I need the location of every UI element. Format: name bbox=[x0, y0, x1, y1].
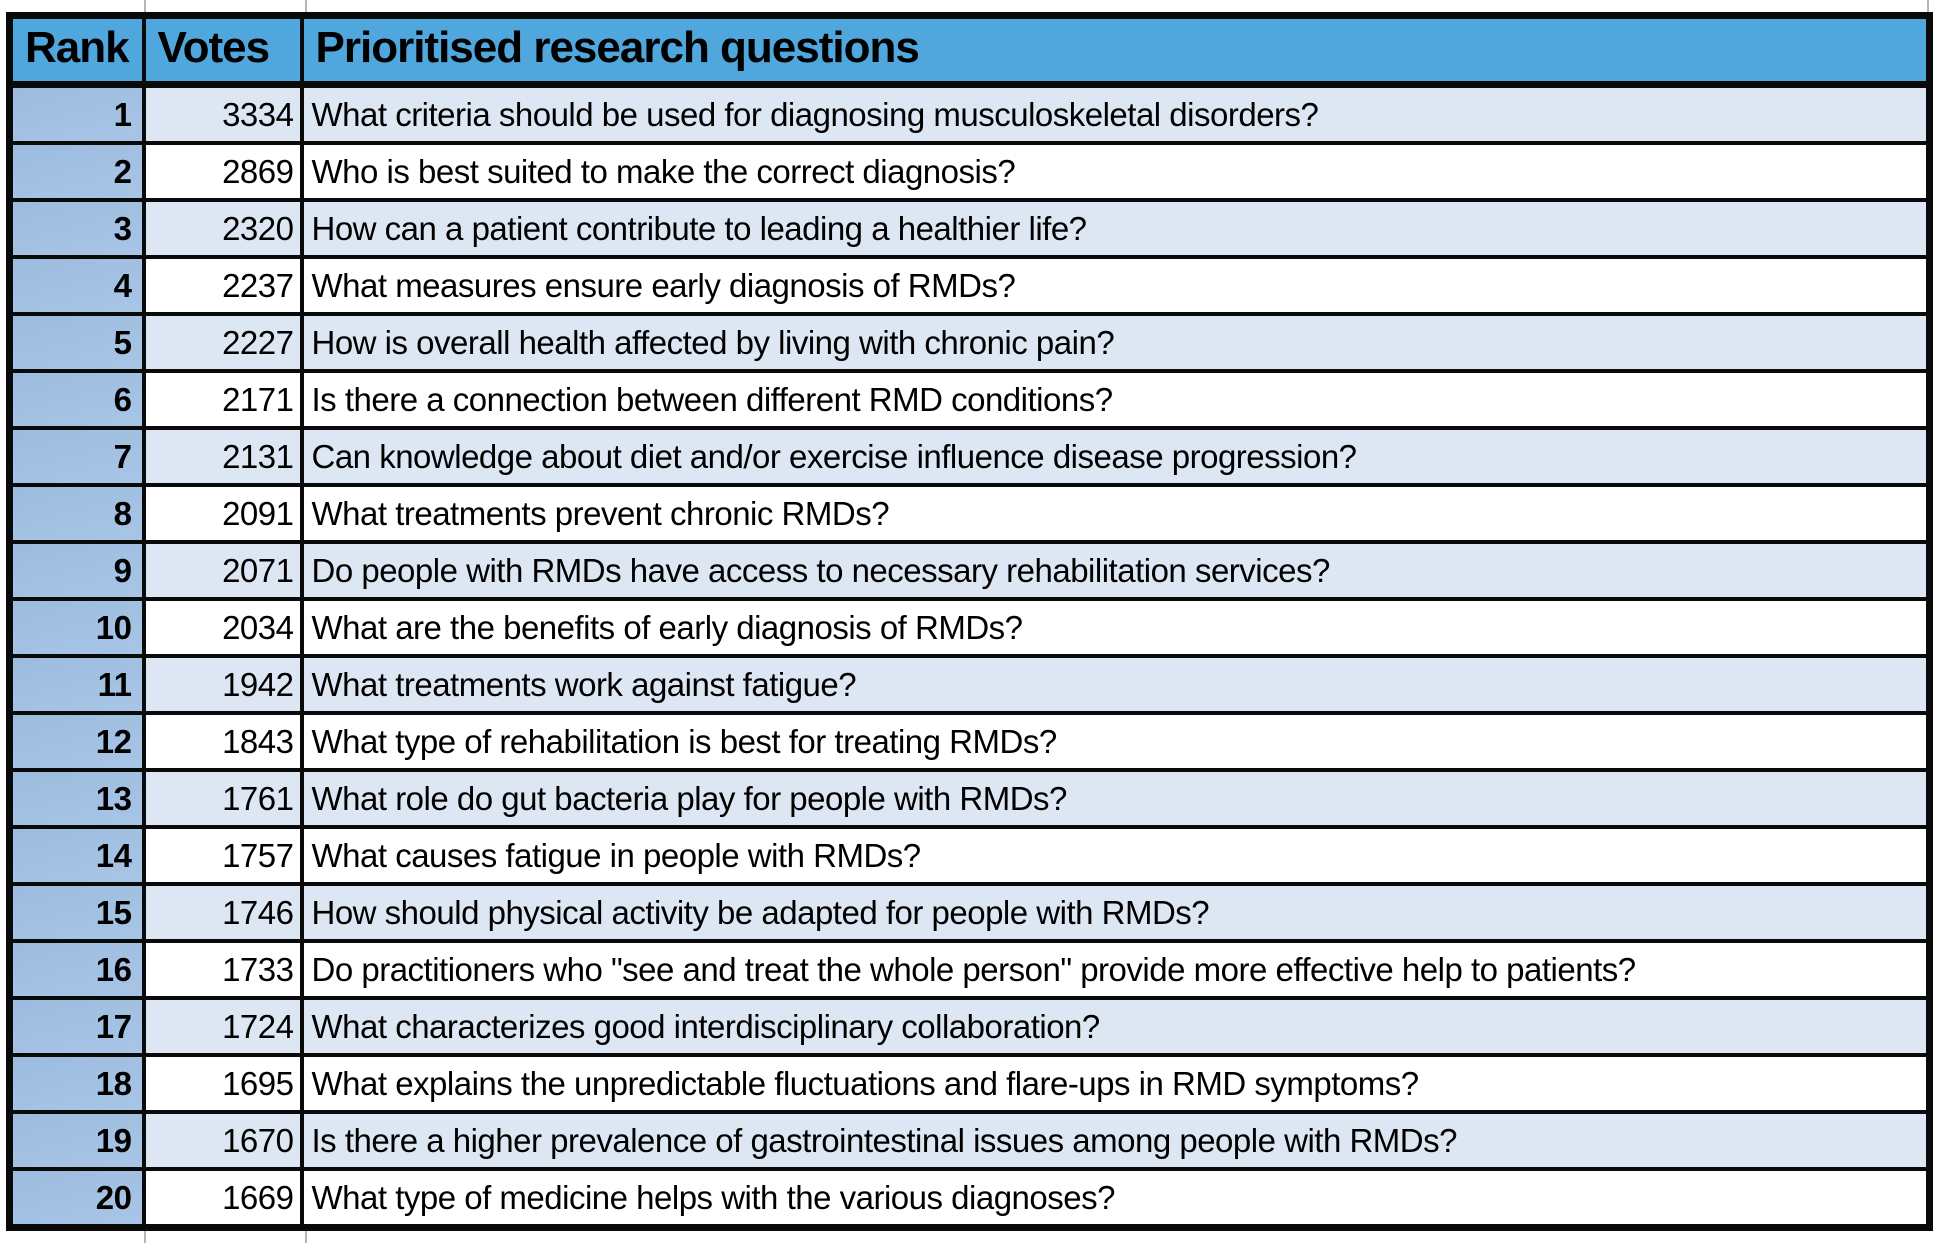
column-header-questions: Prioritised research questions bbox=[299, 13, 1932, 88]
votes-cell: 1757 bbox=[141, 825, 304, 886]
table-row: 15 1746 How should physical activity be ad… bbox=[7, 882, 1932, 943]
table-body: 1 3334 What criteria should be used for di… bbox=[7, 82, 1932, 1230]
rank-cell: 19 bbox=[7, 1110, 146, 1171]
rank-cell: 14 bbox=[7, 825, 146, 886]
table-row: 14 1757 What causes fatigue in people with… bbox=[7, 825, 1932, 886]
votes-cell: 2034 bbox=[141, 597, 304, 658]
rank-cell: 3 bbox=[7, 198, 146, 259]
table-row: 7 2131 Can knowledge about diet and/or exe… bbox=[7, 426, 1932, 487]
question-cell: What measures ensure early diagnosis of … bbox=[299, 255, 1932, 316]
table-row: 20 1669 What type of medicine helps with t… bbox=[7, 1167, 1932, 1230]
question-cell: What are the benefits of early diagnosis… bbox=[299, 597, 1932, 658]
table-row: 19 1670 Is there a higher prevalence of ga… bbox=[7, 1110, 1932, 1171]
rank-cell: 8 bbox=[7, 483, 146, 544]
rank-cell: 9 bbox=[7, 540, 146, 601]
votes-cell: 2320 bbox=[141, 198, 304, 259]
question-cell: What criteria should be used for diagnos… bbox=[299, 82, 1932, 145]
sheet-bottom-margin bbox=[0, 1231, 1935, 1243]
question-cell: What characterizes good interdisciplinar… bbox=[299, 996, 1932, 1057]
header-row: Rank Votes Prioritised research question… bbox=[7, 13, 1932, 88]
gridline-tick bbox=[305, 0, 307, 12]
gridline-tick bbox=[1927, 0, 1929, 12]
rank-cell: 13 bbox=[7, 768, 146, 829]
votes-cell: 1843 bbox=[141, 711, 304, 772]
question-cell: Can knowledge about diet and/or exercise… bbox=[299, 426, 1932, 487]
question-cell: What causes fatigue in people with RMDs? bbox=[299, 825, 1932, 886]
rank-cell: 15 bbox=[7, 882, 146, 943]
rank-cell: 2 bbox=[7, 141, 146, 202]
votes-cell: 1670 bbox=[141, 1110, 304, 1171]
question-cell: Is there a higher prevalence of gastroin… bbox=[299, 1110, 1932, 1171]
votes-cell: 2237 bbox=[141, 255, 304, 316]
votes-cell: 1669 bbox=[141, 1167, 304, 1230]
votes-cell: 2227 bbox=[141, 312, 304, 373]
table-row: 8 2091 What treatments prevent chronic RMD… bbox=[7, 483, 1932, 544]
question-cell: How is overall health affected by living… bbox=[299, 312, 1932, 373]
question-cell: Do practitioners who "see and treat the … bbox=[299, 939, 1932, 1000]
votes-cell: 3334 bbox=[141, 82, 304, 145]
rank-cell: 18 bbox=[7, 1053, 146, 1114]
votes-cell: 1695 bbox=[141, 1053, 304, 1114]
column-header-votes: Votes bbox=[141, 13, 304, 88]
votes-cell: 2869 bbox=[141, 141, 304, 202]
table-row: 16 1733 Do practitioners who "see and trea… bbox=[7, 939, 1932, 1000]
rank-cell: 1 bbox=[7, 82, 146, 145]
rank-cell: 20 bbox=[7, 1167, 146, 1230]
question-cell: What type of rehabilitation is best for … bbox=[299, 711, 1932, 772]
question-cell: How should physical activity be adapted … bbox=[299, 882, 1932, 943]
table-row: 4 2237 What measures ensure early diagnosi… bbox=[7, 255, 1932, 316]
question-cell: Do people with RMDs have access to neces… bbox=[299, 540, 1932, 601]
rank-cell: 4 bbox=[7, 255, 146, 316]
rank-cell: 16 bbox=[7, 939, 146, 1000]
rank-cell: 17 bbox=[7, 996, 146, 1057]
rank-cell: 12 bbox=[7, 711, 146, 772]
rank-cell: 10 bbox=[7, 597, 146, 658]
votes-cell: 2071 bbox=[141, 540, 304, 601]
table-row: 18 1695 What explains the unpredictable fl… bbox=[7, 1053, 1932, 1114]
table-row: 17 1724 What characterizes good interdisci… bbox=[7, 996, 1932, 1057]
table-row: 2 2869 Who is best suited to make the corr… bbox=[7, 141, 1932, 202]
table-row: 9 2071 Do people with RMDs have access to … bbox=[7, 540, 1932, 601]
table-row: 12 1843 What type of rehabilitation is bes… bbox=[7, 711, 1932, 772]
gridline-tick bbox=[305, 1231, 307, 1243]
question-cell: What type of medicine helps with the var… bbox=[299, 1167, 1932, 1230]
question-cell: What treatments work against fatigue? bbox=[299, 654, 1932, 715]
votes-cell: 1942 bbox=[141, 654, 304, 715]
gridline-tick bbox=[144, 1231, 146, 1243]
question-cell: What treatments prevent chronic RMDs? bbox=[299, 483, 1932, 544]
rank-cell: 7 bbox=[7, 426, 146, 487]
column-header-rank: Rank bbox=[7, 13, 146, 88]
votes-cell: 2131 bbox=[141, 426, 304, 487]
question-cell: What role do gut bacteria play for peopl… bbox=[299, 768, 1932, 829]
votes-cell: 1724 bbox=[141, 996, 304, 1057]
votes-cell: 1733 bbox=[141, 939, 304, 1000]
votes-cell: 2171 bbox=[141, 369, 304, 430]
rank-cell: 6 bbox=[7, 369, 146, 430]
table-row: 10 2034 What are the benefits of early dia… bbox=[7, 597, 1932, 658]
table-row: 13 1761 What role do gut bacteria play for… bbox=[7, 768, 1932, 829]
question-cell: Is there a connection between different … bbox=[299, 369, 1932, 430]
gridline-tick bbox=[144, 0, 146, 12]
table-row: 1 3334 What criteria should be used for di… bbox=[7, 82, 1932, 145]
question-cell: What explains the unpredictable fluctuat… bbox=[299, 1053, 1932, 1114]
table-row: 5 2227 How is overall health affected by l… bbox=[7, 312, 1932, 373]
rank-cell: 5 bbox=[7, 312, 146, 373]
table-container: Rank Votes Prioritised research question… bbox=[0, 12, 1935, 1231]
priority-table: Rank Votes Prioritised research question… bbox=[6, 12, 1933, 1231]
votes-cell: 1746 bbox=[141, 882, 304, 943]
question-cell: Who is best suited to make the correct d… bbox=[299, 141, 1932, 202]
sheet-top-margin bbox=[0, 0, 1935, 12]
table-row: 3 2320 How can a patient contribute to lea… bbox=[7, 198, 1932, 259]
table-row: 6 2171 Is there a connection between diffe… bbox=[7, 369, 1932, 430]
votes-cell: 2091 bbox=[141, 483, 304, 544]
rank-cell: 11 bbox=[7, 654, 146, 715]
votes-cell: 1761 bbox=[141, 768, 304, 829]
table-row: 11 1942 What treatments work against fatig… bbox=[7, 654, 1932, 715]
question-cell: How can a patient contribute to leading … bbox=[299, 198, 1932, 259]
